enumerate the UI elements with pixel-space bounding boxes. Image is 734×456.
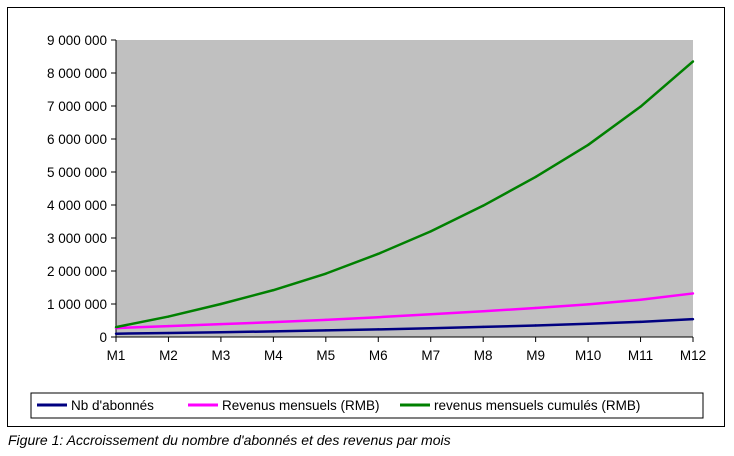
y-tick-label: 4 000 000 (47, 198, 107, 213)
series-2-point (377, 316, 380, 319)
x-tick-label: M3 (212, 348, 231, 363)
x-tick-label: M11 (628, 348, 653, 363)
series-1-point (377, 328, 380, 331)
series-3-point (639, 105, 642, 108)
y-tick-label: 0 (99, 330, 107, 345)
series-1-point (219, 331, 223, 334)
series-line-2 (115, 292, 694, 330)
chart-svg: 0 1 000 000 2 000 000 3 000 000 4 000 000 5 0… (30, 33, 706, 419)
y-tick-label: 9 000 000 (47, 33, 107, 48)
figure-caption: Figure 1: Accroissement du nombre d'abon… (8, 432, 451, 448)
x-tick-label: M2 (159, 348, 178, 363)
series-3-point (272, 288, 275, 292)
series-1-point (691, 317, 695, 321)
series-2-point (429, 313, 432, 316)
series-1-point (272, 330, 275, 333)
y-tick-label: 3 000 000 (47, 231, 107, 246)
series-2-point (586, 303, 590, 306)
series-2-point (534, 306, 537, 310)
y-tick-label: 7 000 000 (47, 99, 107, 114)
series-line-3 (115, 60, 694, 329)
series-2-point (219, 322, 223, 326)
x-tick-label: M12 (680, 348, 706, 363)
legend-label: Revenus mensuels (RMB) (222, 398, 380, 413)
series-3-point (534, 175, 537, 179)
y-tick-label: 6 000 000 (47, 132, 107, 147)
series-1-point (639, 320, 642, 324)
series-3-point (691, 60, 695, 63)
x-tick-label: M9 (526, 348, 545, 363)
series-2-point (691, 292, 695, 295)
x-tick-label: M6 (369, 348, 388, 363)
y-axis: 0 1 000 000 2 000 000 3 000 000 4 000 000 5 0… (47, 33, 117, 345)
chart-frame: 0 1 000 000 2 000 000 3 000 000 4 000 000 5 0… (7, 7, 725, 427)
series-2-point (324, 318, 328, 322)
series-3-point (481, 204, 485, 207)
series-1-point (167, 331, 170, 335)
x-tick-label: M4 (264, 348, 283, 363)
series-3-point (429, 230, 432, 233)
series-2-point (639, 298, 642, 301)
series-3-point (324, 272, 328, 275)
plot-area (116, 40, 693, 337)
series-2-point (167, 324, 170, 328)
series-lines (114, 60, 695, 335)
legend-label: Nb d'abonnés (71, 398, 154, 413)
series-1-point (324, 329, 328, 332)
series-1-point (534, 324, 537, 327)
series-3-point (219, 302, 223, 306)
x-tick-label: M10 (575, 348, 601, 363)
series-1-point (114, 332, 118, 335)
series-1-point (429, 327, 432, 330)
y-tick-label: 5 000 000 (47, 165, 107, 180)
series-2-point (272, 320, 275, 324)
series-2-point (481, 310, 485, 313)
y-tick-label: 8 000 000 (47, 66, 107, 81)
legend-label: revenus mensuels cumulés (RMB) (434, 398, 640, 413)
x-tick-label: M5 (316, 348, 335, 363)
series-1-point (481, 325, 485, 329)
x-axis: M1 M2 M3 M4 M5 M6 M7 M8 M9 M10 M11 M12 (107, 336, 706, 363)
series-3-point (377, 252, 380, 256)
series-1-point (586, 322, 590, 325)
legend: Nb d'abonnés Revenus mensuels (RMB) revenu… (30, 392, 704, 419)
y-tick-label: 1 000 000 (47, 297, 107, 312)
series-3-point (167, 315, 170, 318)
x-tick-label: M1 (107, 348, 126, 363)
y-tick-label: 2 000 000 (47, 264, 107, 279)
x-tick-label: M7 (421, 348, 440, 363)
legend-box (30, 392, 704, 419)
series-line-1 (115, 317, 694, 335)
series-3-point (114, 325, 118, 329)
series-3-point (586, 143, 590, 147)
x-tick-label: M8 (474, 348, 493, 363)
